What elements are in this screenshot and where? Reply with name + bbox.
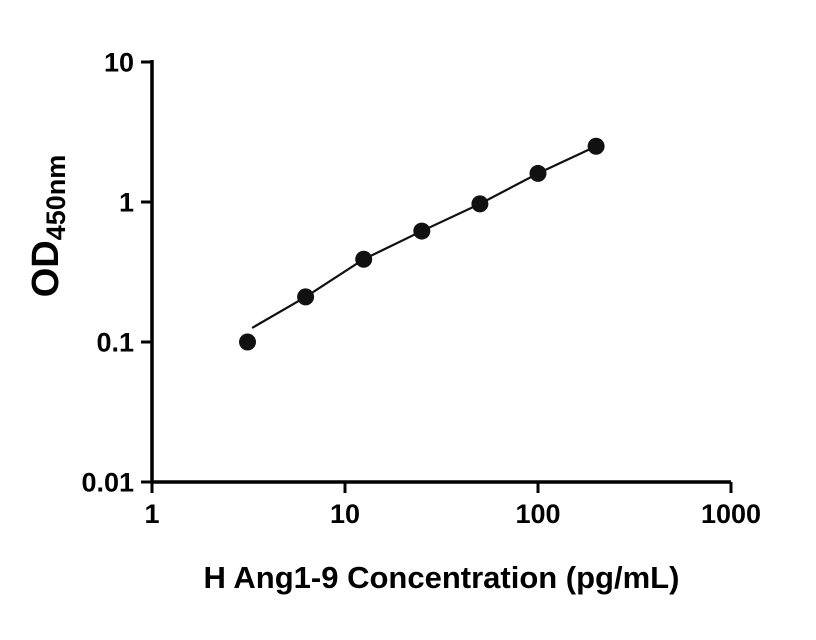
data-point — [529, 164, 547, 182]
x-axis-label: H Ang1-9 Concentration (pg/mL) — [203, 560, 680, 595]
y-axis-tick-label: 0.1 — [96, 328, 134, 358]
x-axis-tick-label: 10 — [330, 499, 360, 529]
x-axis-tick-label: 1 — [144, 499, 159, 529]
data-point — [471, 195, 489, 213]
x-axis-tick-label: 100 — [515, 499, 560, 529]
data-point — [297, 288, 315, 306]
y-axis-tick-label: 1 — [119, 188, 134, 218]
y-axis-label: OD450nm — [22, 26, 71, 426]
data-point — [239, 333, 257, 351]
y-axis-label-subscript: 450nm — [41, 154, 71, 241]
data-point — [413, 222, 431, 240]
y-axis-tick-label: 0.01 — [81, 468, 134, 498]
data-point — [355, 250, 373, 268]
data-point — [587, 137, 605, 155]
x-axis-tick-label: 1000 — [701, 499, 761, 529]
axes-spines — [150, 60, 731, 484]
y-axis-tick-label: 10 — [104, 48, 134, 78]
y-axis-label-main: OD — [25, 240, 67, 298]
